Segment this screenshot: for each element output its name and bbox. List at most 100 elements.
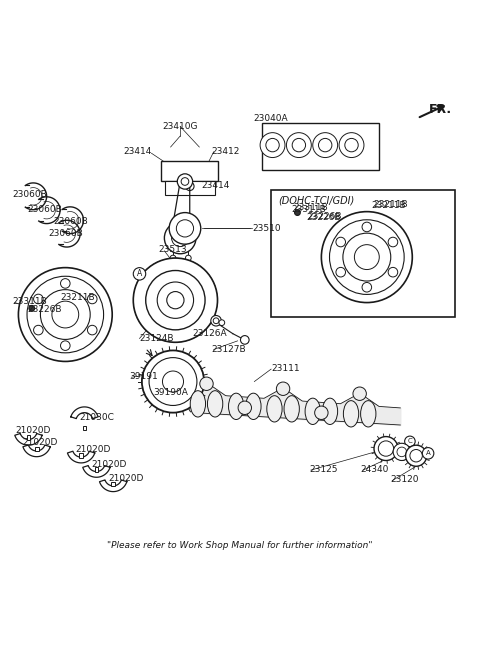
Text: FR.: FR.: [429, 103, 452, 116]
Circle shape: [406, 445, 427, 466]
Circle shape: [238, 401, 252, 415]
Circle shape: [162, 371, 183, 392]
Circle shape: [87, 295, 97, 304]
Circle shape: [362, 283, 372, 292]
Text: A: A: [137, 269, 142, 278]
Text: (DOHC-TCI/GDI): (DOHC-TCI/GDI): [278, 196, 355, 206]
Polygon shape: [83, 466, 110, 477]
Text: 23060B: 23060B: [48, 229, 84, 238]
Bar: [35, 447, 38, 451]
Circle shape: [388, 267, 398, 277]
Text: 21020D: 21020D: [92, 460, 127, 469]
Ellipse shape: [267, 396, 282, 422]
Circle shape: [40, 290, 90, 340]
Circle shape: [176, 220, 193, 237]
Circle shape: [133, 268, 146, 280]
Ellipse shape: [343, 401, 359, 427]
Ellipse shape: [323, 398, 337, 424]
Bar: [165, 182, 215, 195]
Text: 39191: 39191: [129, 372, 158, 381]
Text: 23211B: 23211B: [372, 201, 406, 210]
Circle shape: [353, 387, 366, 400]
Polygon shape: [68, 451, 95, 463]
Circle shape: [177, 174, 192, 189]
Circle shape: [167, 291, 184, 309]
Circle shape: [149, 358, 197, 406]
Text: 23410G: 23410G: [162, 122, 198, 131]
Text: 23513: 23513: [158, 246, 187, 255]
Circle shape: [34, 295, 43, 304]
Text: 23226B: 23226B: [27, 305, 61, 314]
Circle shape: [374, 437, 398, 460]
Text: 23510: 23510: [252, 224, 281, 233]
Circle shape: [410, 449, 422, 462]
Circle shape: [18, 268, 112, 362]
Circle shape: [27, 276, 104, 353]
Circle shape: [362, 222, 372, 232]
Ellipse shape: [207, 390, 223, 417]
Circle shape: [336, 237, 346, 247]
Circle shape: [276, 382, 290, 396]
Text: 23412: 23412: [211, 148, 240, 156]
Circle shape: [405, 436, 415, 447]
Text: 39190A: 39190A: [153, 388, 188, 397]
Circle shape: [29, 306, 35, 311]
Ellipse shape: [190, 390, 205, 417]
Ellipse shape: [246, 393, 261, 419]
Circle shape: [354, 245, 379, 270]
Polygon shape: [71, 407, 98, 419]
Text: 23120: 23120: [391, 475, 419, 484]
Circle shape: [393, 443, 410, 460]
Circle shape: [336, 267, 346, 277]
Circle shape: [260, 133, 285, 157]
Circle shape: [266, 138, 279, 151]
Polygon shape: [15, 434, 42, 445]
Circle shape: [343, 233, 391, 281]
Circle shape: [315, 406, 328, 419]
Circle shape: [295, 210, 300, 215]
Circle shape: [422, 447, 434, 459]
Circle shape: [185, 255, 191, 261]
Circle shape: [319, 138, 332, 151]
Circle shape: [213, 318, 219, 324]
Circle shape: [397, 447, 407, 456]
Text: 23126A: 23126A: [192, 329, 227, 338]
Circle shape: [313, 133, 337, 157]
Bar: [111, 481, 115, 486]
Circle shape: [60, 279, 70, 288]
Bar: [26, 435, 30, 440]
Circle shape: [146, 270, 205, 330]
Circle shape: [171, 229, 189, 247]
Circle shape: [329, 220, 404, 295]
Circle shape: [172, 266, 179, 272]
Circle shape: [219, 320, 225, 326]
Circle shape: [322, 212, 412, 302]
Text: 21020D: 21020D: [15, 426, 50, 436]
Circle shape: [211, 315, 221, 326]
Bar: [161, 161, 218, 182]
Text: C: C: [408, 438, 412, 445]
Text: 23414: 23414: [123, 148, 152, 156]
Circle shape: [133, 258, 217, 342]
Text: 23311B: 23311B: [291, 205, 326, 214]
Text: 23414: 23414: [202, 181, 230, 190]
Text: 21030C: 21030C: [80, 413, 115, 422]
Circle shape: [181, 178, 189, 185]
Circle shape: [87, 325, 97, 335]
Circle shape: [34, 325, 43, 335]
Circle shape: [157, 282, 193, 319]
Text: 23311B: 23311B: [294, 203, 328, 212]
Circle shape: [240, 336, 249, 344]
Ellipse shape: [360, 401, 376, 427]
Text: 23311B: 23311B: [12, 297, 48, 306]
Circle shape: [52, 301, 79, 328]
Ellipse shape: [284, 396, 300, 422]
Ellipse shape: [228, 393, 244, 419]
Bar: [83, 426, 86, 430]
Circle shape: [345, 138, 358, 151]
Text: 23124B: 23124B: [140, 334, 174, 343]
Circle shape: [292, 138, 306, 151]
Text: A: A: [426, 451, 431, 456]
Text: 23060B: 23060B: [53, 217, 88, 226]
Circle shape: [388, 237, 398, 247]
